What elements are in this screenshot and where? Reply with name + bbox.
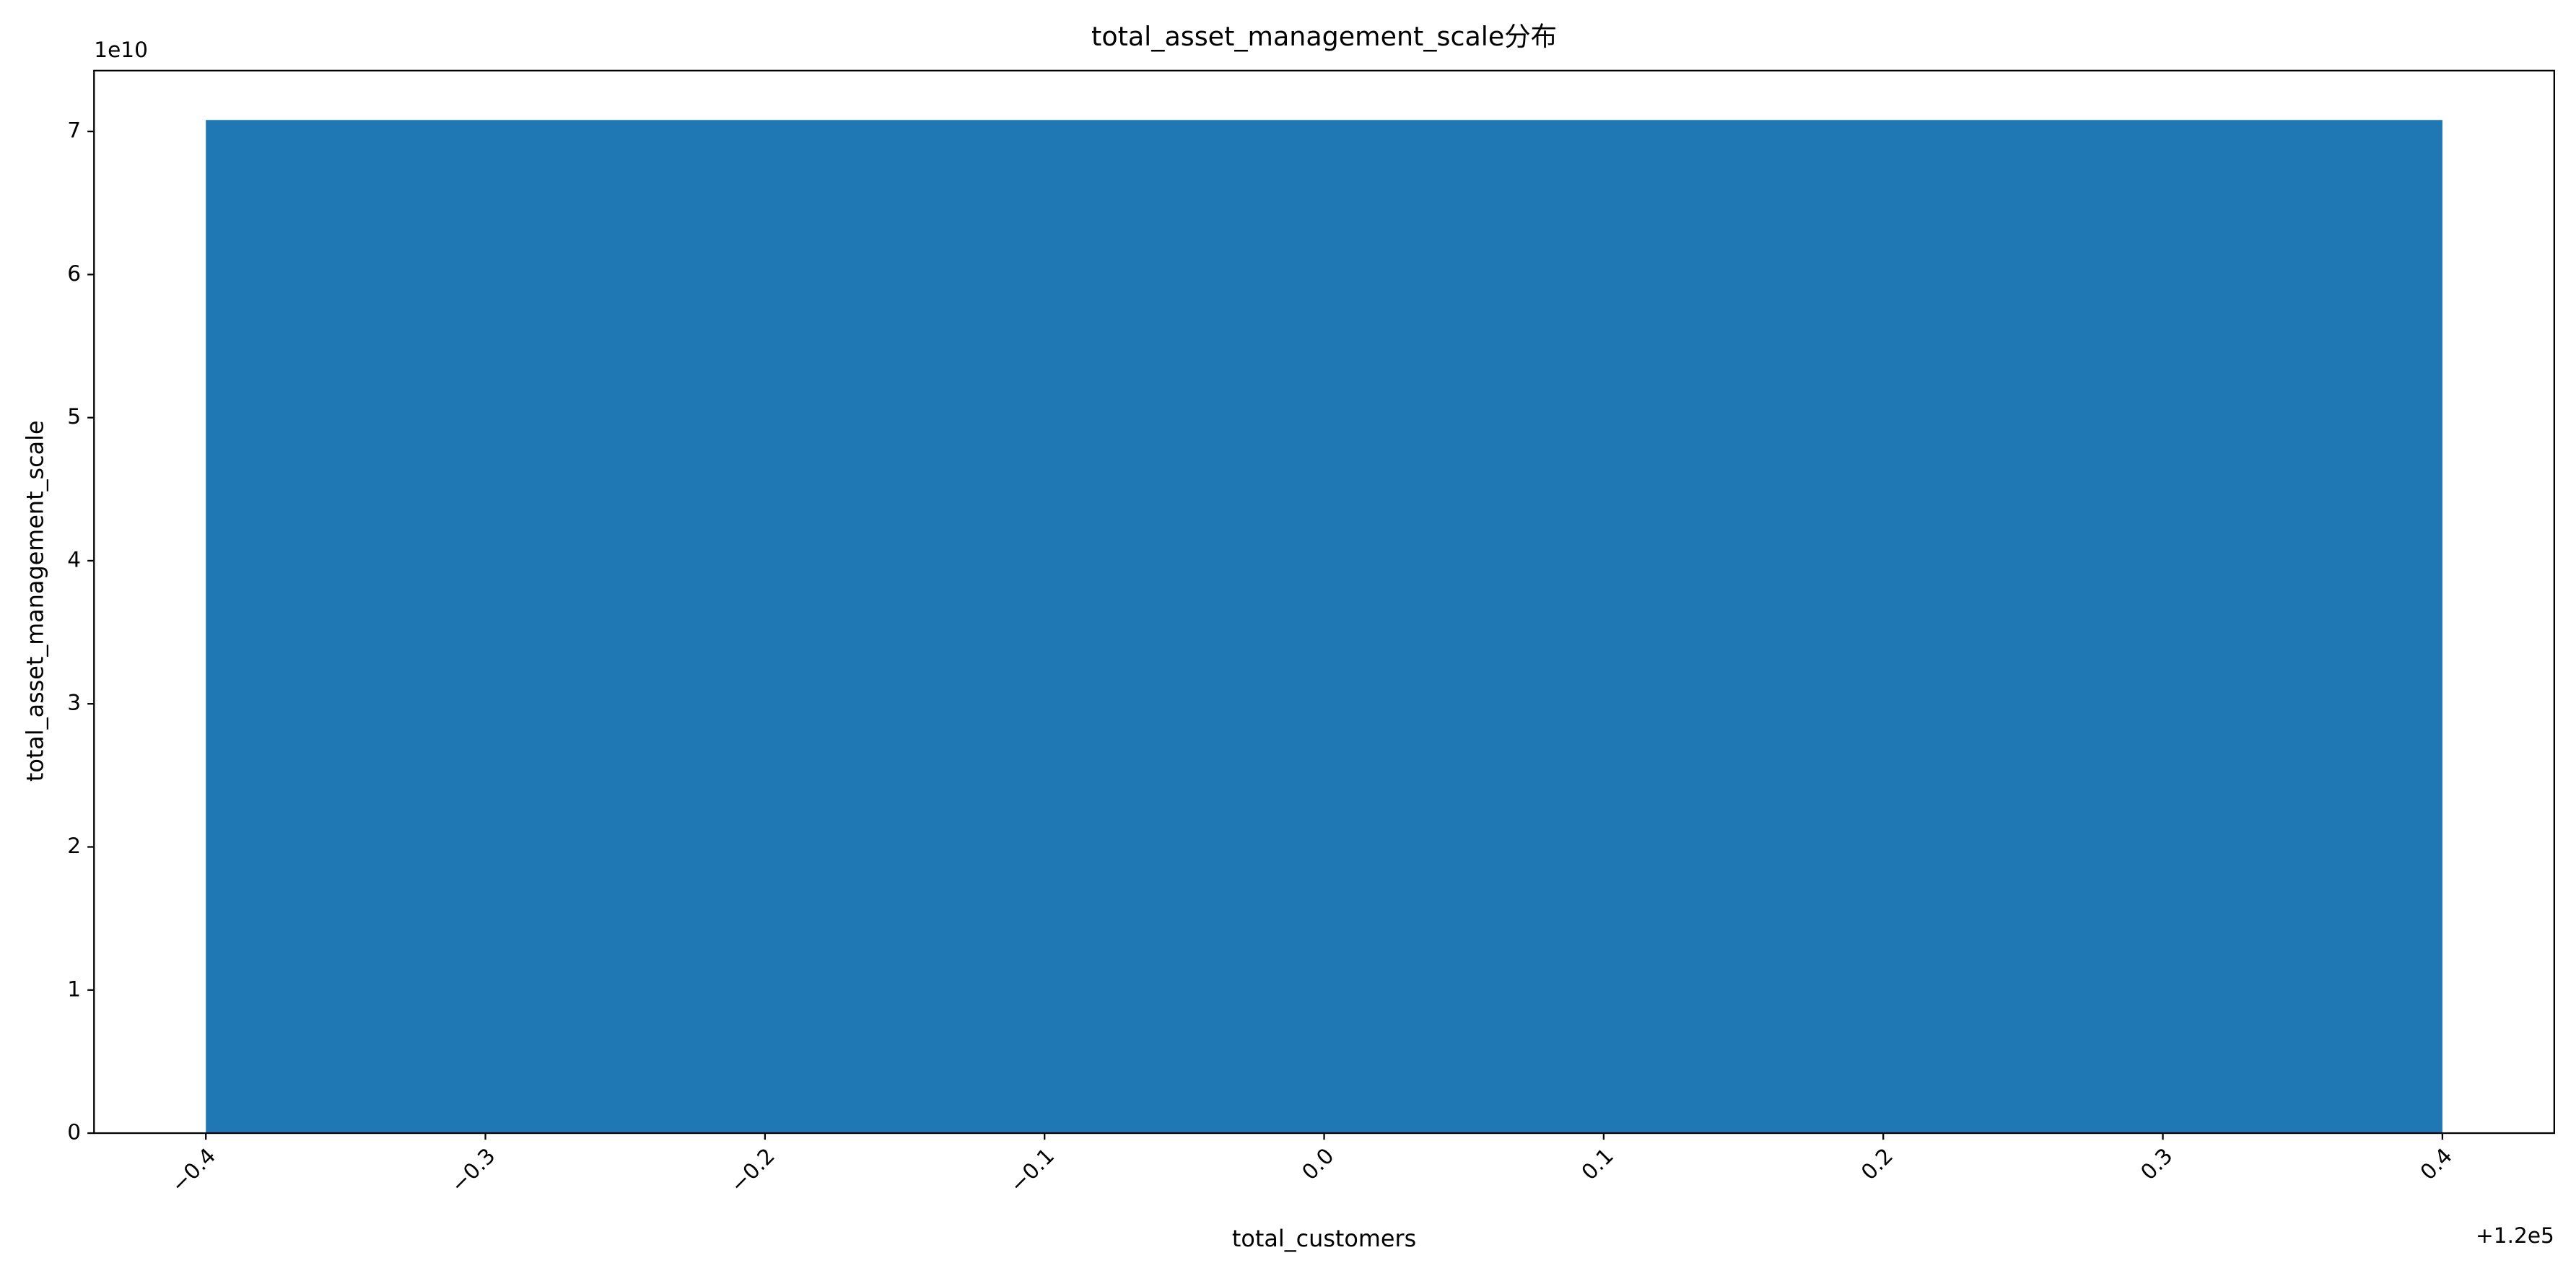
y-tick-label: 2	[67, 834, 81, 858]
x-offset-label: +1.2e5	[2476, 1223, 2554, 1248]
x-axis-label: total_customers	[1232, 1225, 1416, 1252]
chart-title: total_asset_management_scale分布	[1091, 21, 1557, 52]
y-axis-label: total_asset_management_scale	[22, 420, 49, 782]
y-tick-label: 3	[67, 691, 81, 715]
bar	[206, 120, 2442, 1134]
y-tick-label: 1	[67, 976, 81, 1001]
y-tick-label: 6	[67, 261, 81, 286]
y-tick-label: 5	[67, 404, 81, 429]
y-tick-label: 0	[67, 1120, 81, 1145]
plot-frame	[93, 69, 2555, 1135]
y-tick-label: 4	[67, 547, 81, 572]
y-offset-label: 1e10	[94, 38, 148, 62]
y-tick-label: 7	[67, 118, 81, 143]
